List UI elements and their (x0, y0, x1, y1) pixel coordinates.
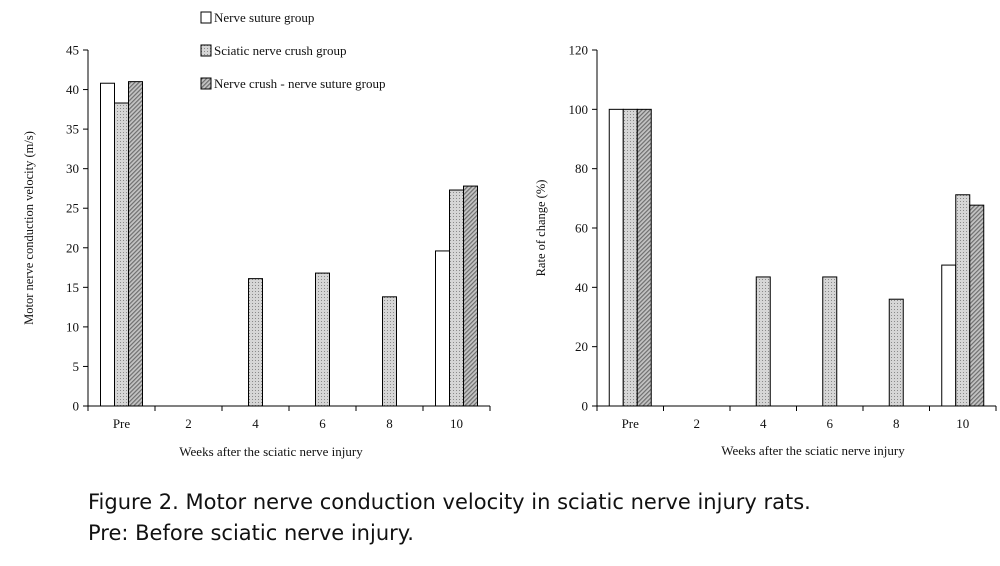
bar (822, 276, 838, 407)
chart-velocity: 0 5 10 15 20 25 30 35 40 45 Pre 2 4 6 8 10 Motor nerve c… (22, 43, 491, 459)
chart-rate-of-change: 0 20 40 60 80 100 120 Pre 2 4 6 8 10 Rate of change (… (534, 43, 997, 458)
x-tick-label: 4 (252, 416, 259, 431)
caption-line-1: Figure 2. Motor nerve conduction velocit… (88, 490, 811, 514)
bar (100, 82, 115, 407)
x-axis-label: Weeks after the sciatic nerve injury (721, 443, 905, 458)
bar (435, 250, 450, 407)
legend-label: Nerve crush - nerve suture group (214, 76, 385, 91)
bar (755, 276, 771, 407)
chart-legend: Nerve suture group Sciatic nerve crush gr… (200, 10, 385, 91)
bar (888, 298, 904, 407)
legend-label: Sciatic nerve crush group (214, 43, 346, 58)
y-tick-label: 35 (66, 122, 79, 137)
figure-charts: Nerve suture group Sciatic nerve crush gr… (22, 10, 997, 459)
bar (449, 189, 464, 407)
y-tick-label: 30 (66, 161, 79, 176)
x-tick-label: 10 (450, 416, 463, 431)
x-tick-label: Pre (622, 416, 640, 431)
y-tick-label: 45 (66, 43, 79, 58)
y-tick-label: 25 (66, 201, 79, 216)
bar (941, 264, 957, 407)
y-tick-label: 10 (66, 319, 79, 334)
y-axis-label: Motor nerve conduction velocity (m/s) (22, 131, 36, 325)
y-tick-label: 15 (66, 280, 79, 295)
caption-line-2: Pre: Before sciatic nerve injury. (88, 521, 414, 545)
bar (636, 108, 652, 407)
x-tick-label: 6 (827, 416, 834, 431)
x-tick-label: 6 (319, 416, 326, 431)
bar (248, 278, 263, 407)
legend-swatch (200, 44, 212, 57)
x-tick-label: 4 (760, 416, 767, 431)
legend-swatch (200, 11, 212, 24)
bar (608, 108, 624, 407)
y-tick-label: 5 (73, 359, 80, 374)
y-tick-label: 120 (569, 43, 589, 58)
y-tick-label: 60 (575, 221, 588, 236)
y-tick-label: 20 (66, 240, 79, 255)
x-tick-label: Pre (113, 416, 131, 431)
y-tick-label: 20 (575, 339, 588, 354)
legend-swatch (200, 77, 212, 90)
y-tick-label: 0 (73, 399, 80, 414)
bar (114, 102, 129, 407)
legend-label: Nerve suture group (214, 10, 314, 25)
bar (969, 204, 985, 407)
y-tick-label: 40 (66, 82, 79, 97)
bar (382, 296, 397, 407)
bar (463, 185, 478, 407)
figure-caption: Figure 2. Motor nerve conduction velocit… (88, 487, 811, 549)
bar (622, 108, 638, 407)
y-tick-label: 80 (575, 161, 588, 176)
y-tick-label: 40 (575, 280, 588, 295)
x-tick-label: 2 (185, 416, 192, 431)
y-tick-label: 100 (569, 102, 589, 117)
x-tick-label: 8 (893, 416, 900, 431)
bar (128, 81, 143, 407)
bar (315, 272, 330, 407)
x-tick-label: 2 (694, 416, 701, 431)
x-tick-label: 10 (956, 416, 969, 431)
y-tick-label: 0 (582, 399, 589, 414)
x-axis-label: Weeks after the sciatic nerve injury (179, 444, 363, 459)
x-tick-label: 8 (386, 416, 393, 431)
bar (955, 194, 971, 407)
y-axis-label: Rate of change (%) (534, 180, 548, 277)
